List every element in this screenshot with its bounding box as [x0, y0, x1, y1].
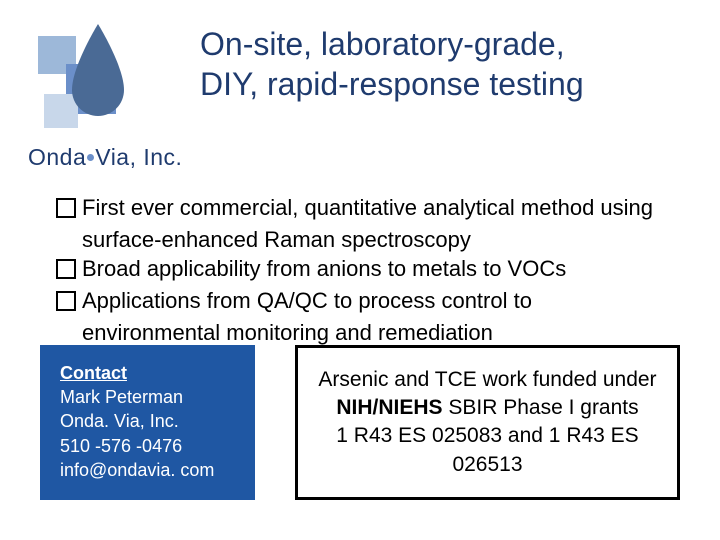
bullet-item: Applications from QA/QC to process contr… [56, 286, 680, 316]
bullet-item: First ever commercial, quantitative anal… [56, 193, 680, 223]
bullet-text: Applications from QA/QC to process contr… [82, 288, 532, 313]
contact-phone: 510 -576 -0476 [60, 434, 235, 458]
funding-line3: 1 R43 ES 025083 and 1 R43 ES 026513 [314, 422, 661, 479]
contact-org: Onda. Via, Inc. [60, 409, 235, 433]
bullet-text: environmental monitoring and remediation [82, 320, 493, 345]
bullet-cont: surface-enhanced Raman spectroscopy [56, 225, 680, 255]
contact-box: Contact Mark Peterman Onda. Via, Inc. 51… [40, 345, 255, 500]
funding-box: Arsenic and TCE work funded under NIH/NI… [295, 345, 680, 500]
bullet-cont: environmental monitoring and remediation [56, 318, 680, 348]
contact-heading: Contact [60, 361, 235, 385]
title-line-2: DIY, rapid-response testing [200, 64, 584, 104]
logo-icon [28, 18, 168, 138]
page-title: On-site, laboratory-grade, DIY, rapid-re… [188, 18, 584, 104]
funding-line1: Arsenic and TCE work funded under [314, 366, 661, 394]
company-name: Onda Via, Inc. [28, 144, 188, 171]
header: Onda Via, Inc. On-site, laboratory-grade,… [0, 0, 720, 171]
contact-name: Mark Peterman [60, 385, 235, 409]
dot-icon [87, 154, 94, 161]
bullet-text: First ever commercial, quantitative anal… [82, 195, 653, 220]
funding-bold: NIH/NIEHS [336, 396, 442, 419]
logo-block: Onda Via, Inc. [28, 18, 188, 171]
funding-text: SBIR Phase I grants [443, 396, 639, 419]
bullet-text: surface-enhanced Raman spectroscopy [82, 227, 471, 252]
bullet-item: Broad applicability from anions to metal… [56, 254, 680, 284]
contact-email: info@ondavia. com [60, 458, 235, 482]
funding-line2: NIH/NIEHS SBIR Phase I grants [314, 394, 661, 422]
bullet-text: Broad applicability from anions to metal… [82, 256, 566, 281]
company-part2: Via, Inc. [95, 144, 182, 170]
title-line-1: On-site, laboratory-grade, [200, 24, 584, 64]
footer: Contact Mark Peterman Onda. Via, Inc. 51… [0, 345, 720, 540]
company-part1: Onda [28, 144, 86, 170]
bullet-list: First ever commercial, quantitative anal… [0, 171, 720, 347]
